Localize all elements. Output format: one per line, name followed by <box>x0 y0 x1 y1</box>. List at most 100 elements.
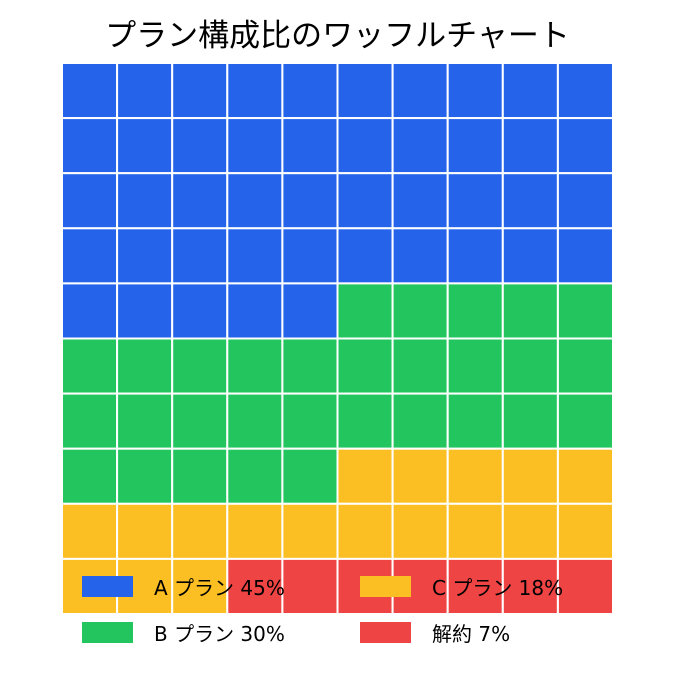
waffle-cell <box>501 502 559 560</box>
waffle-cell <box>281 62 339 120</box>
waffle-cell <box>61 502 119 560</box>
waffle-cell <box>391 172 449 230</box>
waffle-cell <box>116 502 174 560</box>
waffle-cell <box>446 117 504 175</box>
waffle-cell <box>171 227 229 285</box>
waffle-cell <box>226 227 284 285</box>
waffle-cell <box>501 227 559 285</box>
waffle-cell <box>226 117 284 175</box>
waffle-cell <box>61 117 119 175</box>
waffle-cell <box>116 117 174 175</box>
waffle-cell <box>226 502 284 560</box>
legend-label-churn: 解約 7% <box>432 621 511 646</box>
waffle-cell <box>391 502 449 560</box>
waffle-cell <box>556 557 615 616</box>
waffle-cell <box>391 62 449 120</box>
waffle-cell <box>116 62 174 120</box>
waffle-cell <box>281 117 339 175</box>
waffle-cell <box>336 337 394 395</box>
legend-item-c: C プラン 18% <box>360 573 564 600</box>
waffle-cell <box>61 447 119 505</box>
waffle-cell <box>446 337 504 395</box>
waffle-cell <box>226 557 284 616</box>
waffle-cell <box>336 282 394 340</box>
waffle-cell <box>226 392 284 450</box>
waffle-cell <box>391 337 449 395</box>
waffle-cell <box>226 337 284 395</box>
waffle-cell <box>501 557 559 616</box>
waffle-cell <box>446 392 504 450</box>
waffle-cell <box>171 337 229 395</box>
waffle-cell <box>281 447 339 505</box>
waffle-cell <box>446 172 504 230</box>
waffle-cell <box>501 337 559 395</box>
waffle-cell <box>226 62 284 120</box>
waffle-cell <box>171 117 229 175</box>
waffle-cell <box>556 117 615 175</box>
legend-item-b: B プラン 30% <box>82 619 285 646</box>
waffle-cell <box>61 62 119 120</box>
waffle-cell <box>281 502 339 560</box>
waffle-cell <box>556 227 615 285</box>
waffle-cell <box>336 392 394 450</box>
legend-item-a: A プラン 45% <box>82 573 285 600</box>
legend-swatch-b <box>82 621 133 643</box>
waffle-cell <box>501 447 559 505</box>
waffle-cell <box>446 447 504 505</box>
legend-label-b: B プラン 30% <box>154 621 285 646</box>
waffle-cell <box>116 392 174 450</box>
waffle-cell <box>116 227 174 285</box>
legend: A プラン 45% C プラン 18% B プラン 30% 解約 7% <box>62 563 613 653</box>
waffle-cell <box>61 337 119 395</box>
waffle-cell <box>391 117 449 175</box>
legend-swatch-c <box>360 575 411 597</box>
waffle-cell <box>226 172 284 230</box>
waffle-cell <box>556 447 615 505</box>
waffle-cell <box>226 447 284 505</box>
legend-label-c: C プラン 18% <box>432 575 564 600</box>
waffle-cell <box>171 62 229 120</box>
waffle-cell <box>501 62 559 120</box>
waffle-cell <box>501 392 559 450</box>
waffle-cell <box>446 557 504 616</box>
waffle-cell <box>226 282 284 340</box>
waffle-cell <box>556 392 615 450</box>
waffle-cell <box>281 282 339 340</box>
waffle-cell <box>556 337 615 395</box>
waffle-cell <box>281 227 339 285</box>
waffle-cell <box>336 172 394 230</box>
legend-swatch-a <box>82 575 133 597</box>
waffle-cell <box>501 117 559 175</box>
waffle-cell <box>171 557 229 616</box>
waffle-cell <box>116 282 174 340</box>
waffle-cell <box>336 227 394 285</box>
waffle-cell <box>391 447 449 505</box>
waffle-cell <box>336 62 394 120</box>
waffle-cell <box>446 62 504 120</box>
waffle-cell <box>556 172 615 230</box>
waffle-cell <box>391 392 449 450</box>
waffle-cell <box>556 502 615 560</box>
waffle-cell <box>501 172 559 230</box>
waffle-cell <box>171 502 229 560</box>
waffle-cell <box>446 227 504 285</box>
waffle-cell <box>116 172 174 230</box>
waffle-cell <box>556 282 615 340</box>
waffle-cell <box>391 282 449 340</box>
legend-swatch-churn <box>360 621 411 643</box>
waffle-cell <box>171 392 229 450</box>
waffle-cell <box>281 337 339 395</box>
waffle-cell <box>336 447 394 505</box>
waffle-cell <box>281 172 339 230</box>
waffle-cell <box>501 282 559 340</box>
waffle-cell <box>336 502 394 560</box>
waffle-cell <box>336 117 394 175</box>
waffle-cell <box>116 337 174 395</box>
waffle-cell <box>61 227 119 285</box>
legend-item-churn: 解約 7% <box>360 619 511 646</box>
waffle-cell <box>391 227 449 285</box>
waffle-cell <box>61 392 119 450</box>
waffle-cell <box>61 172 119 230</box>
waffle-cell <box>61 282 119 340</box>
